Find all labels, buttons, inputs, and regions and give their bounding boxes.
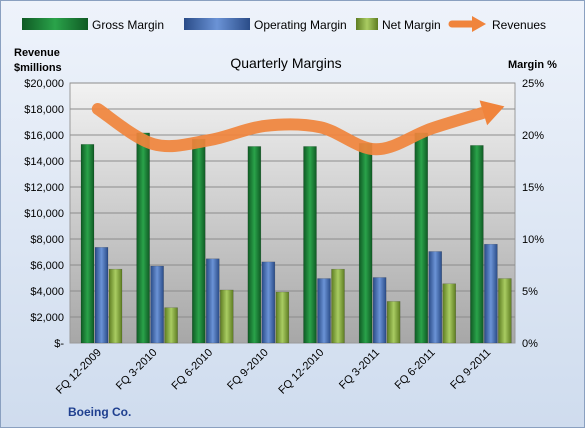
bar-net-margin (331, 268, 345, 344)
bar-gross-margin (470, 145, 484, 344)
left-tick-label: $16,000 (24, 130, 64, 142)
left-tick-label: $18,000 (24, 104, 64, 116)
right-tick-label: 0% (522, 338, 538, 350)
left-tick-label: $14,000 (24, 156, 64, 168)
right-tick-label: 15% (522, 182, 544, 194)
left-tick-label: $12,000 (24, 182, 64, 194)
bar-net-margin (386, 301, 401, 344)
bar-gross-margin (414, 132, 428, 344)
legend: Gross Margin Operating Margin Net Margin… (22, 16, 546, 32)
x-tick-label: FQ 3-2011 (337, 347, 382, 392)
left-tick-label: $20,000 (24, 78, 64, 90)
x-tick-label: FQ 9-2011 (448, 347, 493, 392)
x-tick-label: FQ 12-2010 (276, 347, 326, 397)
legend-label-net: Net Margin (382, 18, 441, 32)
legend-label-revenues: Revenues (492, 18, 546, 32)
bar-net-margin (498, 278, 512, 344)
bar-gross-margin (80, 144, 95, 344)
revenue-arrowhead (479, 100, 505, 126)
right-tick-label: 10% (522, 234, 544, 246)
x-tick-label: FQ 6-2011 (393, 347, 438, 392)
legend-label-gross: Gross Margin (92, 18, 164, 32)
legend-arrowhead-revenues (472, 16, 486, 32)
bar-net-margin (275, 291, 290, 344)
left-tick-label: $10,000 (24, 208, 64, 220)
left-tick-label: $- (54, 338, 64, 350)
left-axis-ticks: $- $2,000 $4,000 $6,000 $8,000 $10,000 $12,000… (24, 78, 64, 350)
left-tick-label: $4,000 (30, 286, 64, 298)
x-tick-label: FQ 9-2010 (225, 347, 271, 393)
right-tick-label: 25% (522, 78, 544, 90)
bars (80, 132, 512, 344)
right-tick-label: 5% (522, 286, 538, 298)
right-axis-title: Margin % (508, 59, 557, 71)
legend-swatch-operating (184, 18, 250, 30)
legend-label-operating: Operating Margin (254, 18, 347, 32)
left-axis-title-line1: Revenue (14, 47, 60, 59)
bar-net-margin (108, 268, 123, 344)
legend-swatch-net (356, 18, 378, 30)
bar-operating-margin (94, 247, 109, 344)
bar-operating-margin (261, 261, 276, 344)
bar-gross-margin (136, 132, 150, 344)
bar-gross-margin (192, 138, 206, 344)
right-axis-ticks: 0% 5% 10% 15% 20% 25% (522, 78, 544, 350)
x-tick-label: FQ 6-2010 (170, 347, 216, 393)
left-tick-label: $6,000 (30, 260, 64, 272)
legend-swatch-gross (22, 18, 88, 30)
bar-operating-margin (206, 258, 220, 344)
bar-net-margin (442, 283, 456, 344)
x-tick-label: FQ 3-2010 (114, 347, 160, 393)
bar-gross-margin (358, 143, 373, 344)
chart-title: Quarterly Margins (230, 55, 341, 71)
bar-operating-margin (484, 243, 498, 344)
bar-operating-margin (372, 277, 387, 344)
x-axis-ticks: FQ 12-2009 FQ 3-2010 FQ 6-2010 FQ 9-2010 FQ … (54, 347, 493, 397)
revenue-line (91, 100, 505, 156)
bar-net-margin (164, 307, 178, 344)
bar-operating-margin (150, 265, 164, 344)
left-axis-title-line2: $millions (14, 62, 62, 74)
bar-net-margin (220, 289, 234, 344)
x-tick-label: FQ 12-2009 (54, 347, 104, 397)
bar-gross-margin (303, 146, 317, 344)
bar-gross-margin (247, 146, 262, 344)
bar-operating-margin (317, 278, 331, 344)
left-tick-label: $2,000 (30, 312, 64, 324)
bar-operating-margin (428, 251, 442, 344)
footer-company: Boeing Co. (68, 405, 131, 419)
right-tick-label: 20% (522, 130, 544, 142)
left-tick-label: $8,000 (30, 234, 64, 246)
